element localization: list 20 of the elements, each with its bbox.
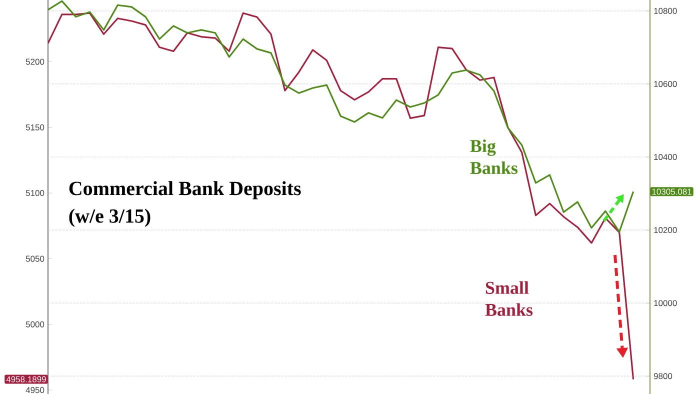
y-tick-label: 4950 (26, 387, 44, 394)
y2-tick-label: 10200 (654, 227, 677, 234)
text: Small Banks (485, 281, 533, 316)
line-series (48, 0, 634, 233)
y-tick-label: 5050 (26, 256, 44, 262)
y-tick-label: 5150 (26, 124, 44, 130)
y2-tick-label: 10800 (654, 8, 677, 14)
text: 10305.081 (652, 188, 692, 195)
y2-tick-label: 9800 (654, 373, 672, 380)
text: 4958.1899 (6, 376, 46, 382)
text: Commercial Bank Deposits (69, 181, 301, 200)
y-tick-label: 5000 (26, 321, 44, 328)
y-tick-label: 5200 (26, 58, 44, 65)
y2-tick-label: 10000 (654, 300, 677, 306)
line-series (48, 12, 634, 380)
series-label: Big Banks (470, 139, 518, 174)
y2-tick-label: 10600 (654, 80, 677, 87)
y2-tick-label: 10400 (654, 154, 677, 160)
text: (w/e 3/15) (69, 208, 150, 227)
y-tick-label: 5100 (26, 190, 44, 196)
